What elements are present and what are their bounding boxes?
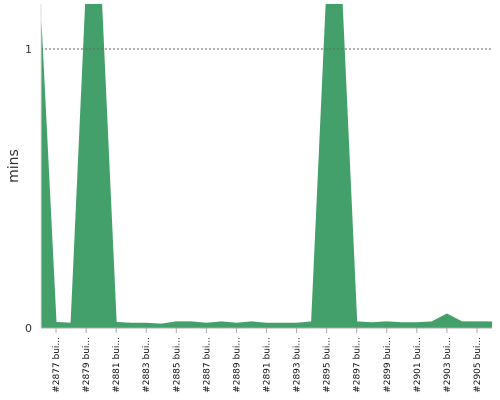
- x-tick-label: #2905 bui...: [473, 337, 483, 393]
- y-tick-label: 0: [25, 322, 32, 335]
- x-tick-label: #2895 bui...: [323, 337, 333, 393]
- x-tick-label: #2903 bui...: [443, 337, 453, 393]
- x-tick-label: #2877 bui...: [52, 337, 62, 393]
- x-tick-label: #2881 bui...: [112, 337, 122, 393]
- x-tick-label: #2879 bui...: [82, 337, 92, 393]
- x-tick-label: #2893 bui...: [293, 337, 303, 393]
- y-axis-label: mins: [6, 149, 22, 183]
- x-tick-label: #2889 bui...: [232, 337, 242, 393]
- x-tick-label: #2899 bui...: [383, 337, 393, 393]
- x-tick-label: #2887 bui...: [202, 337, 212, 393]
- x-tick-label: #2891 bui...: [263, 337, 273, 393]
- x-tick-label: #2885 bui...: [172, 337, 182, 393]
- x-tick-label: #2883 bui...: [142, 337, 152, 393]
- series-area: [41, 4, 492, 328]
- y-tick-label: 1: [25, 43, 32, 56]
- x-tick-label: #2897 bui...: [353, 337, 363, 393]
- x-tick-label: #2901 bui...: [413, 337, 423, 393]
